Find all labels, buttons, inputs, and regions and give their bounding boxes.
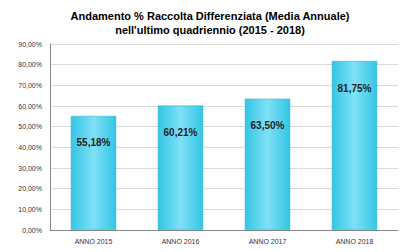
svg-text:50,00%: 50,00% (18, 123, 42, 130)
svg-text:81,75%: 81,75% (338, 83, 372, 94)
svg-text:ANNO 2016: ANNO 2016 (162, 238, 200, 245)
svg-text:ANNO 2015: ANNO 2015 (75, 238, 113, 245)
svg-text:30,00%: 30,00% (18, 165, 42, 172)
svg-text:nell'ultimo quadriennio (2015: nell'ultimo quadriennio (2015 - 2018) (115, 24, 305, 36)
svg-text:60,21%: 60,21% (164, 127, 198, 138)
svg-text:80,00%: 80,00% (18, 61, 42, 68)
svg-text:40,00%: 40,00% (18, 144, 42, 151)
svg-text:90,00%: 90,00% (18, 41, 42, 48)
svg-text:63,50%: 63,50% (251, 120, 285, 131)
svg-text:0,00%: 0,00% (22, 227, 42, 234)
svg-text:ANNO 2017: ANNO 2017 (249, 238, 287, 245)
svg-text:20,00%: 20,00% (18, 185, 42, 192)
svg-text:Andamento % Raccolta Differenz: Andamento % Raccolta Differenziata (Medi… (71, 10, 350, 22)
svg-text:55,18%: 55,18% (77, 137, 111, 148)
svg-text:10,00%: 10,00% (18, 206, 42, 213)
svg-text:60,00%: 60,00% (18, 103, 42, 110)
svg-text:70,00%: 70,00% (18, 82, 42, 89)
svg-text:ANNO 2018: ANNO 2018 (336, 238, 374, 245)
